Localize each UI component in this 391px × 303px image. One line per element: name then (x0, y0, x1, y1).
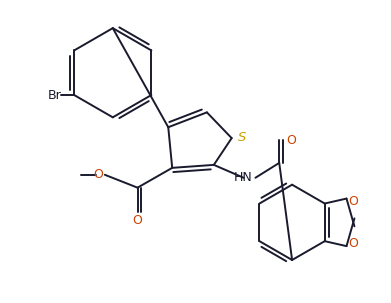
Text: O: O (348, 237, 359, 250)
Text: O: O (348, 195, 359, 208)
Text: O: O (286, 134, 296, 147)
Text: Br: Br (48, 88, 61, 102)
Text: S: S (238, 131, 246, 144)
Text: O: O (133, 215, 142, 228)
Text: HN: HN (234, 171, 253, 184)
Text: O: O (93, 168, 103, 181)
